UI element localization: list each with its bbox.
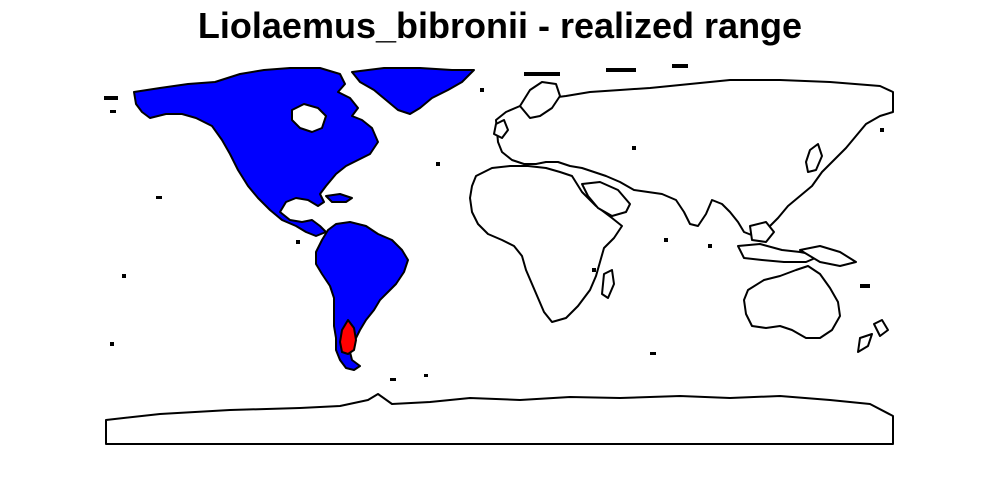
antarctica [105,393,894,445]
arabian-peninsula [581,181,631,217]
australia [743,265,841,339]
borneo [749,221,775,243]
map-title: Liolaemus_bibronii - realized range [197,5,803,46]
greenland [351,67,475,115]
realized-range [339,319,357,355]
japan [805,143,823,173]
caribbean-islands [325,193,353,203]
madagascar [601,269,615,299]
new-zealand [857,319,889,353]
africa [469,165,623,323]
hudson-bay [291,103,327,133]
south-america [315,221,409,371]
scandinavia [519,81,561,119]
new-guinea [799,245,857,267]
north-america [133,67,379,237]
small-islands [104,64,884,381]
british-isles [493,119,509,139]
southeast-asia-islands [737,243,821,263]
